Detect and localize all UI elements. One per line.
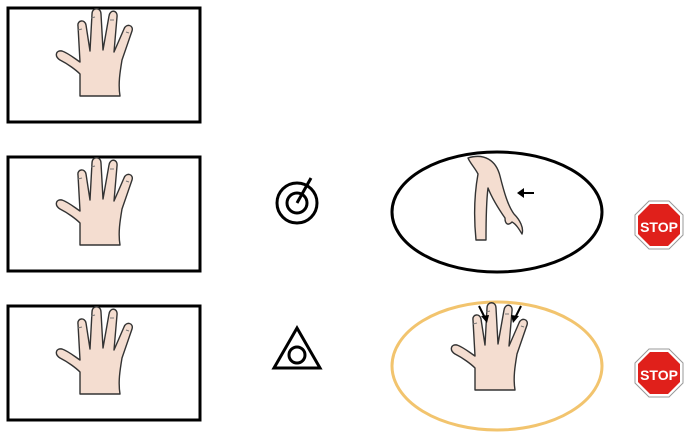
arm-ellipse [390, 150, 604, 274]
left-arrow-icon [517, 188, 534, 198]
arm-figure [467, 155, 524, 241]
target-circle-with-arrow-icon [275, 177, 319, 225]
stop-sign-icon: STOP [634, 348, 684, 398]
stop-sign-label: STOP [640, 219, 678, 235]
stop-sign-icon: STOP [634, 200, 684, 250]
triangle-with-circle-icon [271, 324, 323, 370]
down-arrow-icon [478, 305, 489, 323]
stop-sign-label: STOP [640, 367, 678, 383]
down-arrow-icon [511, 305, 522, 323]
